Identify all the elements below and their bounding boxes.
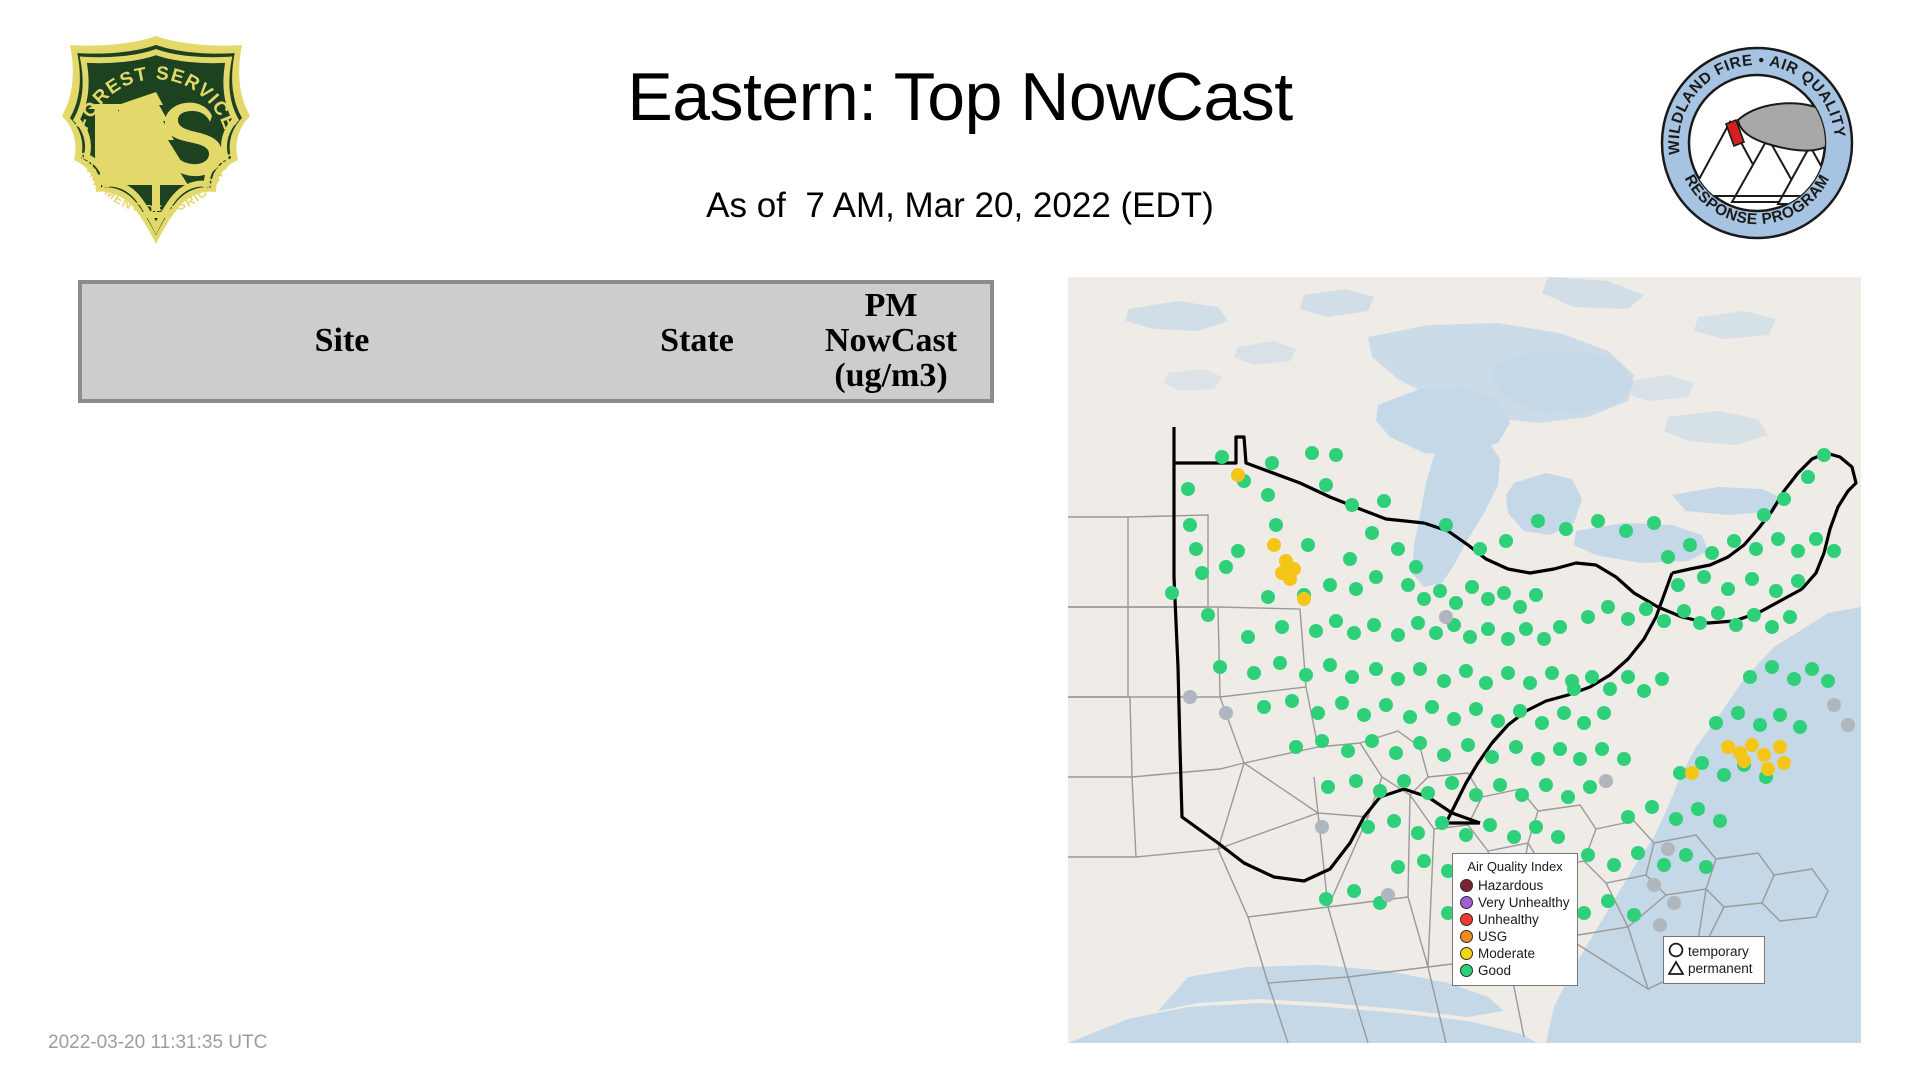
wildland-fire-air-quality-icon: WILDLAND FIRE • AIR QUALITY RESPONSE PRO… xyxy=(1660,46,1854,240)
aqi-label-good: Good xyxy=(1478,963,1512,978)
aqi-label-hazardous: Hazardous xyxy=(1478,878,1544,893)
page-title: Eastern: Top NowCast xyxy=(627,59,1293,135)
site-type-shape-icons xyxy=(1668,942,1684,975)
top-nowcast-table: Site State PM NowCast (ug/m3) xyxy=(78,280,994,403)
aqi-swatch-good xyxy=(1460,964,1473,977)
aqi-label-unhealthy: Unhealthy xyxy=(1478,912,1539,927)
permanent-triangle-icon xyxy=(1668,960,1684,975)
site-type-labels: temporary permanent xyxy=(1688,943,1753,977)
page-subtitle: As of 7 AM, Mar 20, 2022 (EDT) xyxy=(706,186,1214,225)
monitor-offline-group xyxy=(1183,610,1855,932)
column-header-site: Site xyxy=(314,322,370,360)
site-type-label-temporary: temporary xyxy=(1688,944,1749,959)
aqi-legend-item-usg: USG xyxy=(1460,928,1570,945)
generated-timestamp: 2022-03-20 11:31:35 UTC xyxy=(48,1032,268,1053)
site-type-legend: temporary permanent xyxy=(1663,936,1765,984)
aqi-label-moderate: Moderate xyxy=(1478,946,1536,961)
monitor-sites xyxy=(1165,446,1855,974)
aqi-legend: Air Quality Index Hazardous Very Unhealt… xyxy=(1452,853,1578,986)
aqi-swatch-hazardous xyxy=(1460,879,1473,892)
aqi-swatch-usg xyxy=(1460,930,1473,943)
monitor-moderate-group xyxy=(1231,468,1791,780)
aqi-legend-item-unhealthy: Unhealthy xyxy=(1460,911,1570,928)
aqi-swatch-unhealthy xyxy=(1460,913,1473,926)
monitor-good-group xyxy=(1165,446,1841,974)
aqi-legend-title: Air Quality Index xyxy=(1467,859,1563,874)
aqi-legend-item-good: Good xyxy=(1460,962,1570,979)
aqi-swatch-moderate xyxy=(1460,947,1473,960)
column-header-pm-line1: PM xyxy=(864,287,918,325)
column-header-pm-nowcast: PM NowCast (ug/m3) xyxy=(792,289,990,393)
aqi-legend-item-very-unhealthy: Very Unhealthy xyxy=(1460,894,1570,911)
column-header-pm-line2: NowCast xyxy=(824,322,958,360)
aqi-label-very-unhealthy: Very Unhealthy xyxy=(1478,895,1570,910)
table-header-row: Site State PM NowCast (ug/m3) xyxy=(82,284,990,399)
wfaqrp-logo: WILDLAND FIRE • AIR QUALITY RESPONSE PRO… xyxy=(1660,46,1854,240)
column-header-state: State xyxy=(660,322,734,360)
aqi-legend-item-hazardous: Hazardous xyxy=(1460,877,1570,894)
site-type-label-permanent: permanent xyxy=(1688,961,1753,976)
aqi-label-usg: USG xyxy=(1478,929,1508,944)
forest-service-shield-icon: FOREST SERVICE DEPARTMENT OF AGRICULTURE xyxy=(47,21,250,244)
aqi-legend-item-moderate: Moderate xyxy=(1460,945,1570,962)
aqi-swatch-very-unhealthy xyxy=(1460,896,1473,909)
column-header-pm-line3: (ug/m3) xyxy=(834,356,948,394)
forest-service-logo: FOREST SERVICE DEPARTMENT OF AGRICULTURE xyxy=(47,21,260,250)
temporary-circle-icon xyxy=(1668,942,1684,958)
